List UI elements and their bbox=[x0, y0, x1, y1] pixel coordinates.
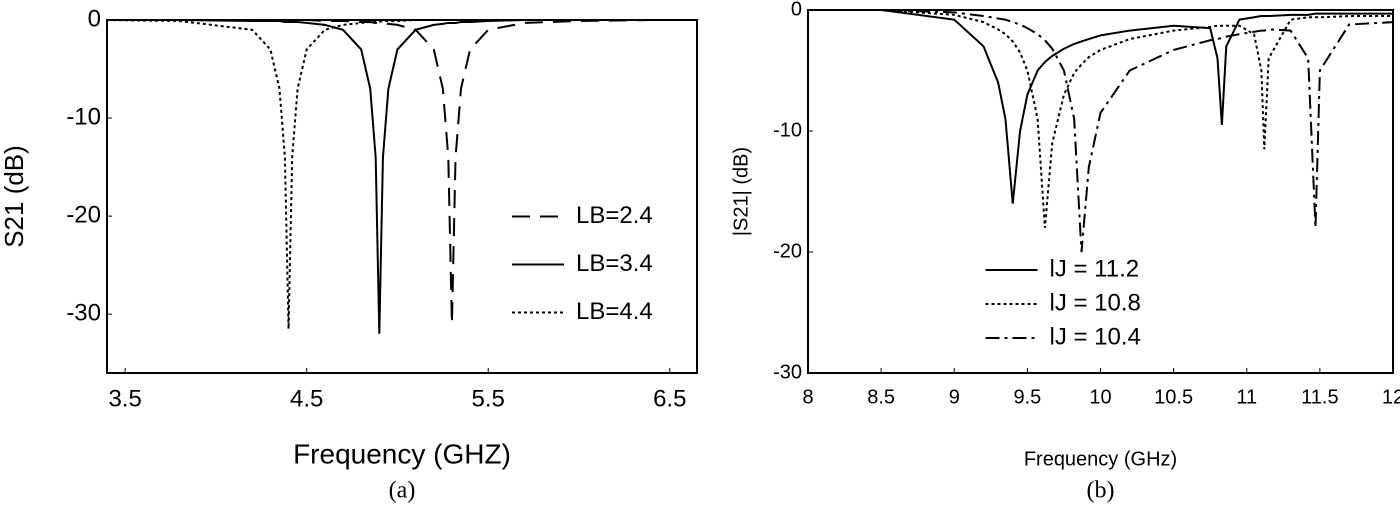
x-tick-label: 5.5 bbox=[472, 385, 505, 412]
y-tick-label: 0 bbox=[791, 0, 802, 20]
x-tick-label: 6.5 bbox=[653, 385, 686, 412]
y-axis-label: |S21| (dB) bbox=[730, 147, 752, 236]
legend-label: lJ = 10.4 bbox=[1050, 323, 1141, 350]
legend-label: LB=4.4 bbox=[576, 298, 653, 325]
series-line bbox=[106, 19, 697, 329]
x-tick-label: 4.5 bbox=[290, 385, 323, 412]
x-tick-label: 9.5 bbox=[1013, 386, 1041, 408]
plot-frame bbox=[807, 9, 1394, 374]
y-tick-label: -20 bbox=[66, 201, 101, 228]
y-tick-label: -20 bbox=[773, 240, 802, 262]
series-line bbox=[107, 19, 697, 334]
y-tick-label: -30 bbox=[66, 300, 101, 327]
x-tick-label: 9 bbox=[949, 386, 960, 408]
x-axis-label: Frequency (GHz) bbox=[1024, 448, 1177, 470]
x-axis-label: Frequency (GHZ) bbox=[293, 438, 511, 469]
y-tick-label: -10 bbox=[773, 119, 802, 141]
x-tick-label: 11 bbox=[1236, 386, 1257, 408]
y-axis-label: S21 (dB) bbox=[0, 145, 29, 248]
x-tick-label: 11.5 bbox=[1301, 386, 1338, 408]
legend-label: lJ = 10.8 bbox=[1050, 289, 1141, 316]
x-tick-label: 10 bbox=[1089, 386, 1111, 408]
y-tick-label: -30 bbox=[773, 361, 802, 383]
chart-caption: (a) bbox=[389, 478, 416, 504]
series-line bbox=[808, 9, 1393, 228]
series-line bbox=[808, 9, 1394, 253]
x-tick-label: 12 bbox=[1382, 386, 1400, 408]
legend-label: LB=3.4 bbox=[576, 250, 653, 277]
x-tick-label: 3.5 bbox=[108, 385, 141, 412]
y-tick-label: -10 bbox=[66, 103, 101, 130]
series-line bbox=[808, 9, 1393, 204]
x-tick-label: 8.5 bbox=[867, 386, 895, 408]
legend-label: lJ = 11.2 bbox=[1050, 255, 1140, 282]
series-line bbox=[107, 19, 697, 324]
x-tick-label: 8 bbox=[802, 386, 813, 408]
plot-frame bbox=[106, 19, 698, 374]
legend-label: LB=2.4 bbox=[576, 202, 653, 229]
y-tick-label: 0 bbox=[88, 5, 101, 32]
x-tick-label: 10.5 bbox=[1154, 386, 1193, 408]
chart-caption: (b) bbox=[1087, 478, 1115, 504]
